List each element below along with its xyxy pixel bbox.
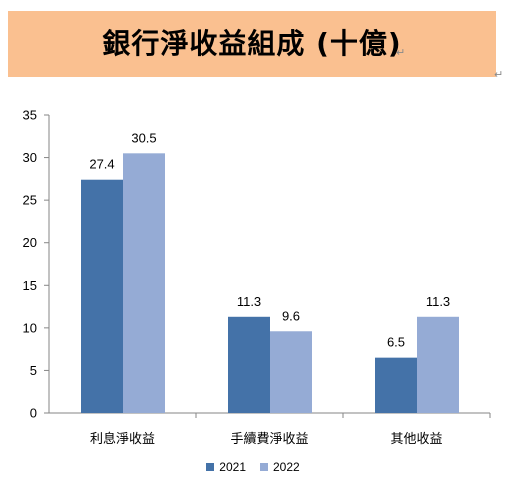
legend: 2021 2022 [0, 458, 506, 476]
bar [375, 357, 417, 413]
bar [228, 316, 270, 413]
legend-label: 2021 [219, 460, 246, 474]
paragraph-mark-icon: ↵ [494, 68, 504, 81]
data-label: 11.3 [426, 294, 450, 309]
bar [417, 316, 459, 413]
x-tick-label: 手續費淨收益 [230, 432, 308, 447]
legend-swatch [206, 463, 215, 471]
bar [123, 153, 165, 414]
y-tick-label: 15 [23, 278, 37, 293]
chart-title: 銀行淨收益組成 (十億) [102, 27, 402, 60]
paragraph-mark-icon: ↵ [396, 46, 406, 59]
y-tick-label: 10 [23, 320, 37, 335]
y-tick-label: 35 [23, 108, 37, 123]
data-label: 9.6 [282, 308, 300, 323]
x-tick-label: 其他收益 [390, 432, 442, 447]
legend-item: 2022 [260, 460, 300, 474]
legend-label: 2022 [273, 460, 300, 474]
y-tick-label: 30 [23, 150, 37, 165]
y-tick-label: 25 [23, 193, 37, 208]
bar [81, 179, 123, 413]
legend-swatch [260, 463, 268, 471]
data-label: 11.3 [237, 294, 261, 309]
x-tick-label: 利息淨收益 [90, 431, 155, 447]
y-tick-label: 20 [23, 235, 37, 250]
title-banner: 銀行淨收益組成 (十億) [8, 11, 496, 77]
y-tick-label: 5 [30, 363, 37, 378]
data-label: 27.4 [89, 157, 114, 172]
legend-item: 2021 [206, 460, 246, 474]
data-label: 6.5 [387, 335, 405, 350]
y-tick-label: 0 [30, 406, 37, 421]
bar [270, 331, 312, 413]
data-label: 30.5 [131, 130, 156, 145]
bar-chart: 0 5 10 15 20 25 30 35 27.4 30.5 利息淨收益 11.3 9.6 手續費淨收益… [23, 108, 491, 447]
